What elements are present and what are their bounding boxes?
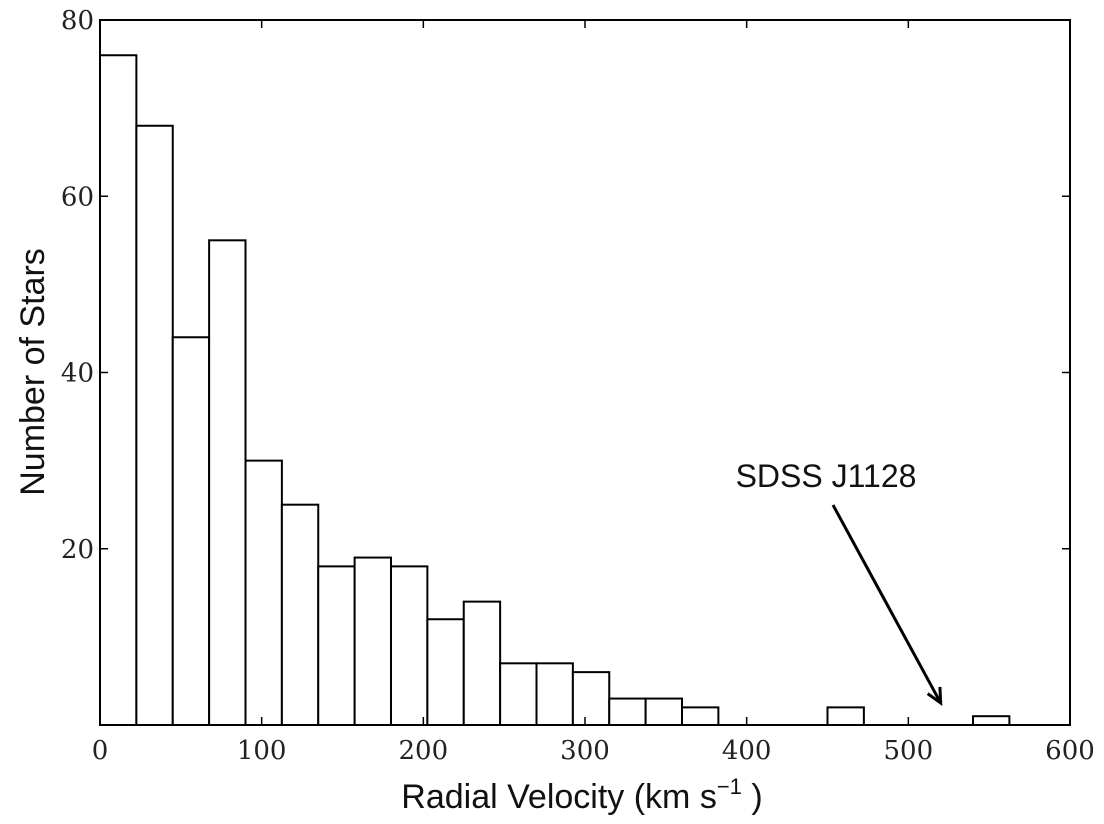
histogram-bar-0 xyxy=(99,54,138,726)
x-tick-label-500: 500 xyxy=(884,736,934,766)
histogram-bar-10 xyxy=(462,600,502,726)
histogram-bar-16 xyxy=(681,706,720,726)
histogram-bar-9 xyxy=(426,618,465,726)
x-tick-label-0: 0 xyxy=(92,736,109,766)
x-axis-title: Radial Velocity (km s−1 ) xyxy=(401,774,762,816)
y-tick-label-20: 20 xyxy=(61,535,94,565)
y-tick-label-40: 40 xyxy=(61,359,94,389)
y-tick-labels: 20 40 60 80 xyxy=(61,6,94,565)
histogram-bar-8 xyxy=(390,565,429,726)
annotation-arrowhead xyxy=(926,686,943,706)
histogram-bar-18 xyxy=(972,715,1011,726)
histogram-bar-5 xyxy=(280,503,320,726)
histogram-bar-14 xyxy=(608,697,647,726)
y-axis-title: Number of Stars xyxy=(14,248,52,496)
x-tick-label-200: 200 xyxy=(399,736,449,766)
annotation-arrow xyxy=(831,504,942,704)
x-tick-labels: 0 100 200 300 400 500 600 xyxy=(92,736,1095,766)
y-tick-label-60: 60 xyxy=(61,182,94,212)
histogram-bar-2 xyxy=(171,336,211,726)
y-tick-label-80: 80 xyxy=(61,6,94,36)
histogram-bar-3 xyxy=(208,239,247,726)
x-tick-label-300: 300 xyxy=(560,736,610,766)
x-tick-label-400: 400 xyxy=(722,736,772,766)
histogram-bar-15 xyxy=(644,697,683,726)
histogram-bar-13 xyxy=(571,671,611,726)
histogram-bar-17 xyxy=(826,706,865,726)
histogram-bar-11 xyxy=(499,662,538,726)
histogram-bar-7 xyxy=(353,556,392,726)
histogram-bar-4 xyxy=(244,459,283,726)
annotation-label: SDSS J1128 xyxy=(736,458,917,494)
histogram-bar-6 xyxy=(317,565,356,726)
histogram-bar-1 xyxy=(135,124,174,726)
x-tick-label-100: 100 xyxy=(237,736,287,766)
axis-ticks xyxy=(99,19,1071,725)
histogram-bars xyxy=(99,54,1011,726)
x-tick-label-600: 600 xyxy=(1045,736,1095,766)
histogram-bar-12 xyxy=(535,662,574,726)
